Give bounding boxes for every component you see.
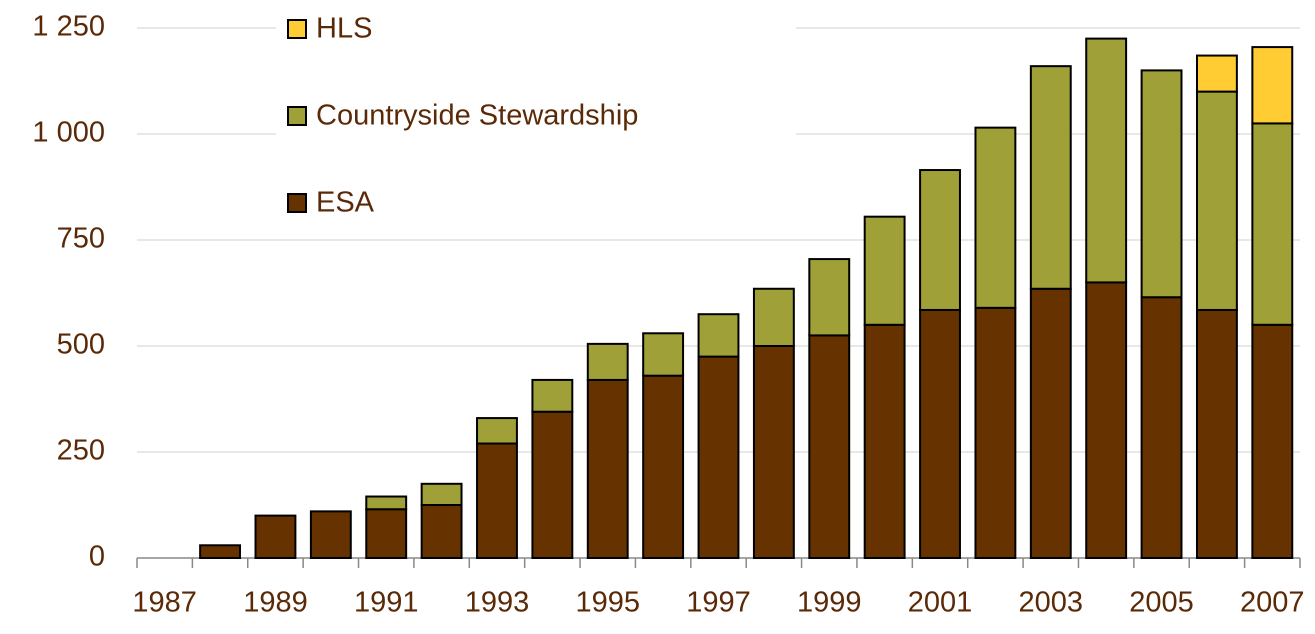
bar-segment [420, 504, 463, 559]
x-tick-label: 1997 [686, 587, 751, 619]
bar-segment [697, 355, 740, 559]
bar-segment [1195, 90, 1238, 311]
bar-segment [863, 215, 906, 326]
bar-segment [586, 378, 629, 560]
x-tick-label: 2001 [908, 587, 973, 619]
bar-segment [974, 306, 1017, 559]
x-tick-label: 2007 [1240, 587, 1305, 619]
legend-swatch [287, 19, 307, 39]
bar-segment [752, 345, 795, 559]
legend-swatch [287, 106, 307, 126]
x-tick-label: 2005 [1129, 587, 1194, 619]
bar-segment [1251, 46, 1294, 125]
bar-segment [531, 378, 574, 413]
x-tick-label: 1993 [465, 587, 530, 619]
x-tick-label: 1991 [354, 587, 419, 619]
x-tick-label: 1987 [132, 587, 197, 619]
bar-segment [697, 313, 740, 358]
x-tick-label: 2003 [1019, 587, 1084, 619]
bar-segment [642, 332, 685, 377]
bar-segment [1140, 69, 1183, 299]
bar-segment [1085, 37, 1128, 284]
bar-segment [919, 308, 961, 559]
bar-segment [1195, 308, 1238, 559]
bar-segment [642, 374, 685, 559]
bar-segment [1029, 65, 1072, 290]
bar-segment [420, 482, 463, 506]
bar-segment [309, 510, 352, 559]
y-tick-label: 750 [57, 223, 105, 255]
y-tick-label: 1 000 [32, 117, 105, 149]
x-tick-label: 1989 [243, 587, 308, 619]
bar-segment [1195, 54, 1238, 93]
bar-segment [808, 334, 851, 559]
bar-segment [365, 508, 408, 559]
legend-label: Countryside Stewardship [316, 100, 638, 132]
bar-segment [531, 410, 574, 559]
bar-segment [1251, 323, 1294, 559]
y-tick-label: 250 [57, 435, 105, 467]
bar-segment [919, 169, 961, 311]
bar-segment [476, 417, 518, 445]
legend-bg [276, 0, 796, 232]
y-tick-label: 0 [89, 541, 105, 573]
bar-segment [1085, 281, 1128, 559]
bar-segment [752, 287, 795, 348]
bar-segment [254, 514, 297, 559]
bar-segment [808, 258, 851, 337]
legend-swatch [287, 193, 307, 213]
bar-segment [365, 495, 408, 511]
bar-segment [586, 342, 629, 381]
bar-segment [974, 126, 1017, 309]
y-tick-label: 1 250 [32, 11, 105, 43]
legend-label: HLS [316, 13, 372, 45]
y-tick-label: 500 [57, 329, 105, 361]
bar-segment [863, 323, 906, 559]
x-tick-label: 1995 [575, 587, 640, 619]
x-tick-label: 1999 [797, 587, 862, 619]
bar-segment [1251, 122, 1294, 326]
bar-segment [476, 442, 518, 559]
bar-segment [199, 544, 242, 560]
legend-label: ESA [316, 187, 375, 219]
bar-segment [1029, 287, 1072, 559]
bar-segment [1140, 296, 1183, 559]
